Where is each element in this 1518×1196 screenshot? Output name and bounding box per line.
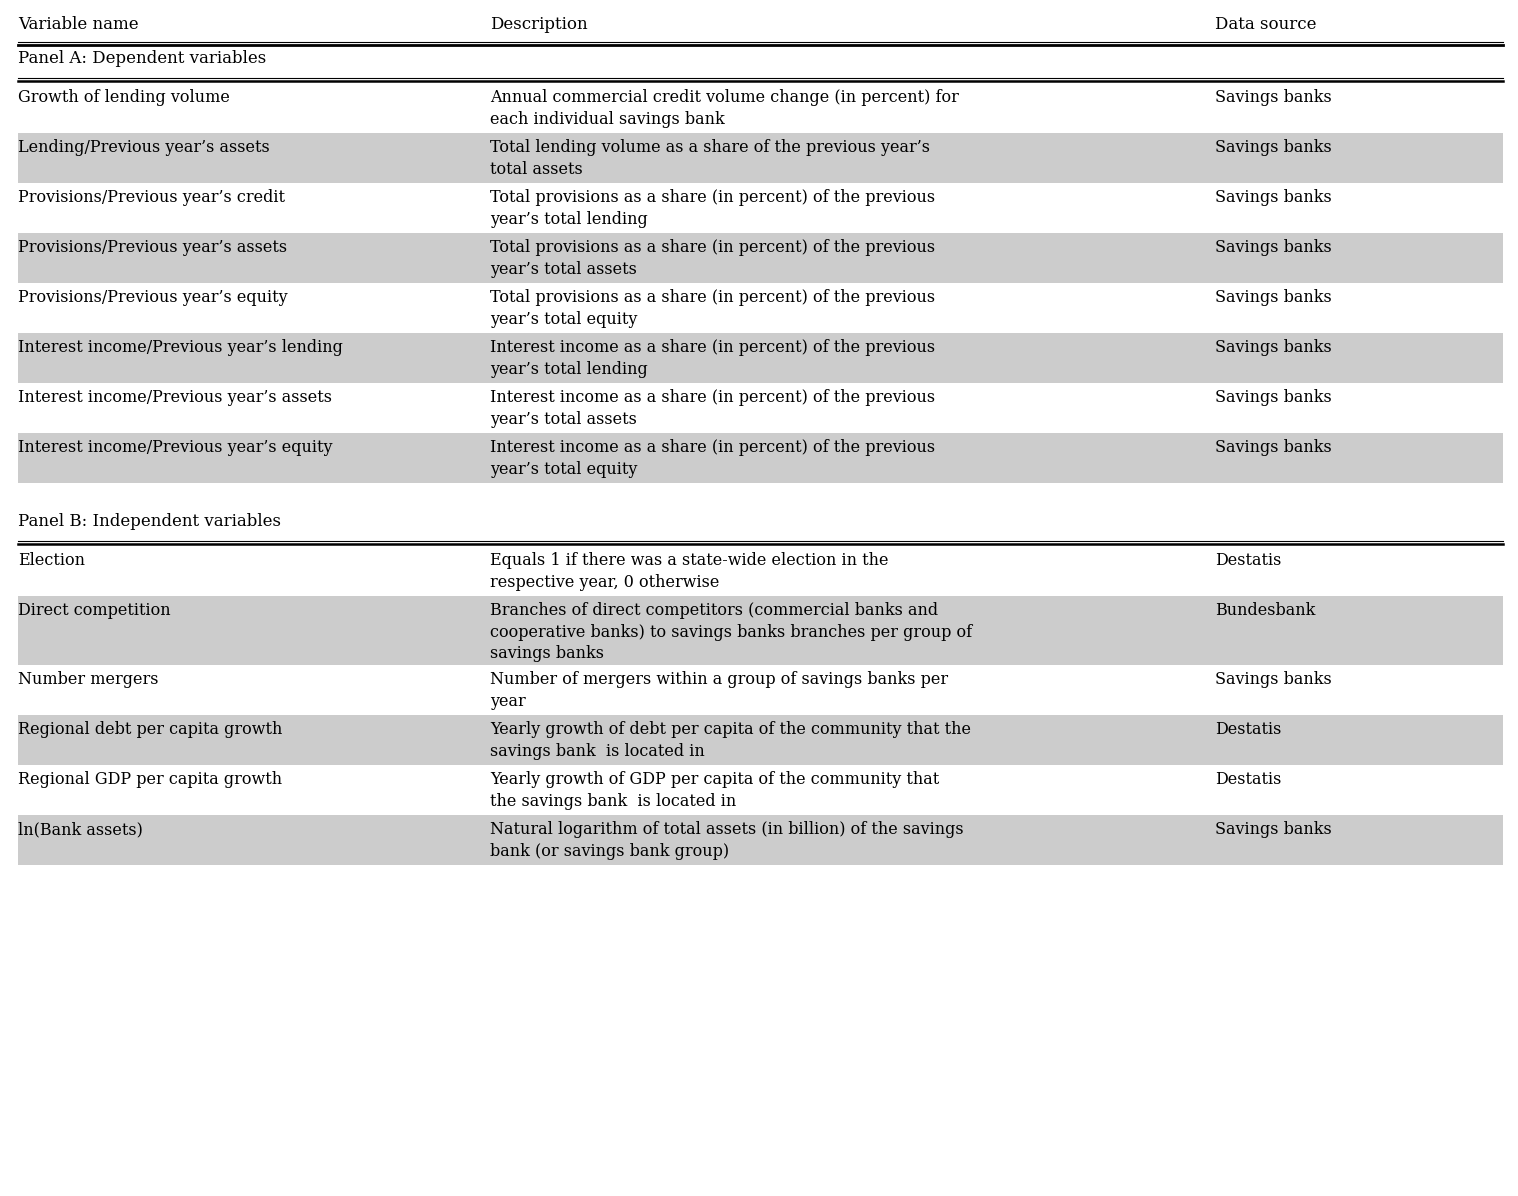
Text: Regional GDP per capita growth: Regional GDP per capita growth bbox=[18, 771, 282, 788]
Text: Interest income as a share (in percent) of the previous
year’s total equity: Interest income as a share (in percent) … bbox=[490, 439, 935, 477]
Text: Direct competition: Direct competition bbox=[18, 602, 170, 620]
Text: Description: Description bbox=[490, 16, 587, 33]
Text: Yearly growth of GDP per capita of the community that
the savings bank  is locat: Yearly growth of GDP per capita of the c… bbox=[490, 771, 940, 810]
Text: Savings banks: Savings banks bbox=[1214, 671, 1331, 688]
Text: Destatis: Destatis bbox=[1214, 553, 1281, 569]
Text: Annual commercial credit volume change (in percent) for
each individual savings : Annual commercial credit volume change (… bbox=[490, 89, 959, 128]
Bar bbox=[18, 715, 1503, 765]
Text: Interest income/Previous year’s lending: Interest income/Previous year’s lending bbox=[18, 338, 343, 356]
Text: Equals 1 if there was a state-wide election in the
respective year, 0 otherwise: Equals 1 if there was a state-wide elect… bbox=[490, 553, 888, 591]
Text: Branches of direct competitors (commercial banks and
cooperative banks) to savin: Branches of direct competitors (commerci… bbox=[490, 602, 972, 663]
Text: Interest income/Previous year’s equity: Interest income/Previous year’s equity bbox=[18, 439, 332, 456]
Text: Savings banks: Savings banks bbox=[1214, 439, 1331, 456]
Text: Savings banks: Savings banks bbox=[1214, 289, 1331, 306]
Text: Savings banks: Savings banks bbox=[1214, 338, 1331, 356]
Bar bbox=[18, 814, 1503, 865]
Bar bbox=[18, 233, 1503, 283]
Text: Destatis: Destatis bbox=[1214, 721, 1281, 738]
Text: Provisions/Previous year’s assets: Provisions/Previous year’s assets bbox=[18, 239, 287, 256]
Text: Provisions/Previous year’s credit: Provisions/Previous year’s credit bbox=[18, 189, 285, 206]
Bar bbox=[18, 332, 1503, 383]
Text: Panel B: Independent variables: Panel B: Independent variables bbox=[18, 513, 281, 530]
Text: ln(Bank assets): ln(Bank assets) bbox=[18, 820, 143, 838]
Text: Savings banks: Savings banks bbox=[1214, 820, 1331, 838]
Text: Total lending volume as a share of the previous year’s
total assets: Total lending volume as a share of the p… bbox=[490, 139, 931, 177]
Text: Total provisions as a share (in percent) of the previous
year’s total assets: Total provisions as a share (in percent)… bbox=[490, 239, 935, 277]
Text: Total provisions as a share (in percent) of the previous
year’s total lending: Total provisions as a share (in percent)… bbox=[490, 189, 935, 227]
Bar bbox=[18, 596, 1503, 665]
Text: Interest income as a share (in percent) of the previous
year’s total lending: Interest income as a share (in percent) … bbox=[490, 338, 935, 378]
Text: Number of mergers within a group of savings banks per
year: Number of mergers within a group of savi… bbox=[490, 671, 949, 709]
Text: Growth of lending volume: Growth of lending volume bbox=[18, 89, 229, 106]
Bar bbox=[18, 133, 1503, 183]
Text: Yearly growth of debt per capita of the community that the
savings bank  is loca: Yearly growth of debt per capita of the … bbox=[490, 721, 972, 759]
Text: Data source: Data source bbox=[1214, 16, 1316, 33]
Text: Lending/Previous year’s assets: Lending/Previous year’s assets bbox=[18, 139, 270, 155]
Text: Savings banks: Savings banks bbox=[1214, 239, 1331, 256]
Text: Variable name: Variable name bbox=[18, 16, 138, 33]
Text: Interest income/Previous year’s assets: Interest income/Previous year’s assets bbox=[18, 389, 332, 405]
Text: Number mergers: Number mergers bbox=[18, 671, 158, 688]
Text: Destatis: Destatis bbox=[1214, 771, 1281, 788]
Bar bbox=[18, 433, 1503, 483]
Text: Interest income as a share (in percent) of the previous
year’s total assets: Interest income as a share (in percent) … bbox=[490, 389, 935, 427]
Text: Total provisions as a share (in percent) of the previous
year’s total equity: Total provisions as a share (in percent)… bbox=[490, 289, 935, 328]
Text: Regional debt per capita growth: Regional debt per capita growth bbox=[18, 721, 282, 738]
Text: Panel A: Dependent variables: Panel A: Dependent variables bbox=[18, 50, 266, 67]
Text: Savings banks: Savings banks bbox=[1214, 139, 1331, 155]
Text: Savings banks: Savings banks bbox=[1214, 189, 1331, 206]
Text: Savings banks: Savings banks bbox=[1214, 389, 1331, 405]
Text: Bundesbank: Bundesbank bbox=[1214, 602, 1316, 620]
Text: Election: Election bbox=[18, 553, 85, 569]
Text: Natural logarithm of total assets (in billion) of the savings
bank (or savings b: Natural logarithm of total assets (in bi… bbox=[490, 820, 964, 860]
Text: Provisions/Previous year’s equity: Provisions/Previous year’s equity bbox=[18, 289, 287, 306]
Text: Savings banks: Savings banks bbox=[1214, 89, 1331, 106]
